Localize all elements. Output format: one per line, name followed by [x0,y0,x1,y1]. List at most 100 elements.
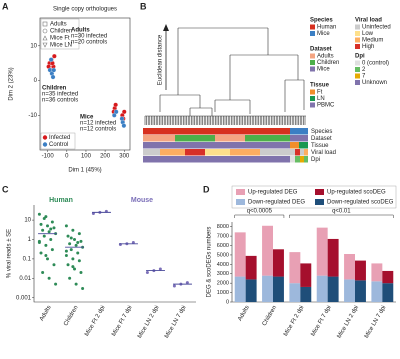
track-segment [143,128,290,135]
data-point [50,74,56,80]
legend-swatch [310,60,315,65]
track-segment [290,135,308,142]
bar-segment [234,276,246,302]
group-label: Human [49,197,73,204]
bar-segment [382,283,394,302]
legend-label: Low [362,31,374,37]
data-point [71,265,75,269]
data-point [73,237,76,241]
legend-title: Viral load [355,18,382,24]
bar-segment [327,276,339,302]
y-tick-label: 5000 [217,252,229,258]
legend-label: Children [50,29,72,35]
color-legend-box [40,132,76,150]
track-segment [304,156,308,163]
data-point [39,251,43,255]
legend-label: Mice [317,67,330,73]
data-point [172,284,176,288]
x-tick-label: 300 [119,154,130,160]
x-tick-label: Mice Ft 7 dpi [111,305,133,338]
legend-swatch [355,73,360,79]
track-segment [245,135,290,142]
bracket [234,214,285,218]
legend-symbol [42,35,48,41]
data-point [121,109,127,115]
legend-swatch [236,199,245,205]
bar-segment [344,254,355,280]
track-segment [290,156,295,163]
legend-label: PBMC [317,103,335,109]
data-point [66,234,70,238]
data-point [158,267,162,271]
plot-frame [39,17,131,151]
x-tick-label: Adults [39,305,53,322]
track-segment [215,135,245,142]
annotation: Children [42,86,67,92]
legend-label: Adults [50,22,67,28]
legend-symbol [42,42,48,48]
track-segment [143,142,290,149]
panel-label: D [203,184,210,194]
y-tick-label: 10 [24,218,31,224]
x-tick-label: Mice LN 2 dpi [137,305,161,340]
data-point [76,241,80,245]
data-point [113,102,118,108]
bar-segment [262,225,273,276]
x-tick-label: -100 [42,154,55,160]
legend-label: Children [317,60,339,66]
data-point [68,276,72,280]
data-point [66,263,70,267]
data-point [79,239,83,243]
data-point [52,53,57,59]
bar-segment [371,263,383,282]
x-tick-label: Mice LN 2 dpi [337,305,361,340]
y-tick-label: 0.01 [19,276,31,282]
data-point [71,228,75,232]
track-segment [290,149,295,156]
data-point [52,263,56,267]
legend-square [42,21,48,27]
y-tick-label: 7000 [217,234,229,240]
data-point [74,282,78,286]
data-point [42,234,46,238]
data-point [46,224,49,228]
x-tick-label: Mice Ft 7 dpi [310,305,332,338]
data-point [42,217,46,221]
data-point [52,226,56,230]
x-tick-label: Mice Ft 2 dpi [84,305,106,338]
legend-label: Mice [317,31,330,37]
annotation: n=20 controls [71,40,107,46]
data-point [49,227,53,231]
track-label: Dpi [311,157,320,163]
legend-label: High [362,44,374,50]
legend-swatch [310,102,315,108]
x-tick-label: Children [63,305,79,327]
data-point [49,237,53,241]
panel-label: C [2,184,9,194]
data-point [119,116,125,122]
legend-swatch [355,60,360,66]
legend-swatch [310,53,315,59]
legend-swatch [310,89,315,95]
legend-label: Infected [49,135,70,141]
legend-label: Adults [317,54,334,60]
data-point [44,243,48,247]
track-segment [260,149,290,156]
data-point [79,270,83,274]
bar-segment [234,232,246,277]
y-tick-label: 1000 [217,290,229,296]
legend-label: Medium [362,38,383,44]
legend-label: Down-regulated scoDEG [327,200,394,206]
legend-swatch [355,80,360,85]
y-tick-label: 0.1 [23,256,32,262]
track-segment [143,135,175,142]
y-tick-label: 10 [30,43,37,49]
legend-label: LN [317,96,325,102]
legend-box [231,185,397,209]
x-tick-label: Children [262,305,278,327]
axes [33,205,196,303]
legend-label: 7 [362,74,366,80]
annotation: q<0.0005 [247,209,273,215]
legend-label: Human [317,25,336,31]
